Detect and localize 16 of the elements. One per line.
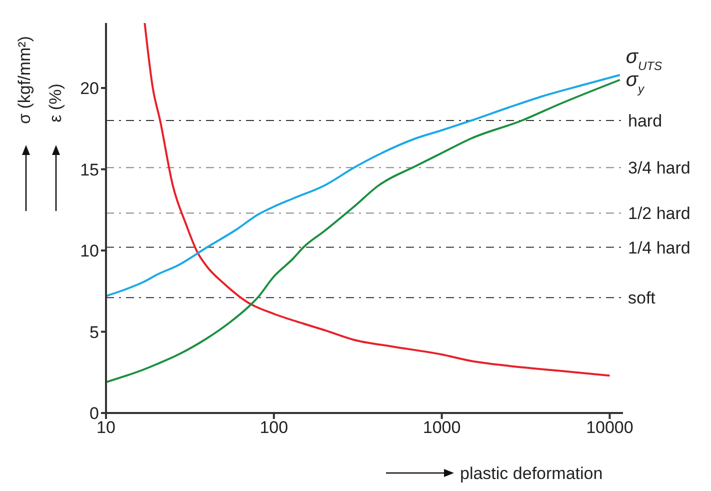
ref-line-label: hard	[628, 112, 662, 131]
ref-line-label: 1/4 hard	[628, 238, 690, 258]
y-axis-title: σ (kgf/mm²)	[15, 36, 34, 124]
y-tick-label: 0	[90, 404, 99, 424]
x-tick-label: 100	[260, 418, 288, 438]
ref-line-label: 1/2 hard	[628, 204, 690, 224]
y-tick-label: 10	[80, 242, 99, 261]
x-tick-label: 10000	[586, 418, 634, 438]
x-tick-label: 1000	[422, 418, 461, 438]
x-axis-title: plastic deformation	[460, 464, 603, 483]
y-tick-label: 20	[80, 79, 99, 98]
ref-line-label: 3/4 hard	[628, 158, 690, 178]
ref-line-label: soft	[628, 288, 656, 308]
y-tick-label: 15	[80, 160, 99, 180]
y-tick-label: 5	[90, 322, 99, 342]
text: ε (%)	[46, 84, 65, 122]
